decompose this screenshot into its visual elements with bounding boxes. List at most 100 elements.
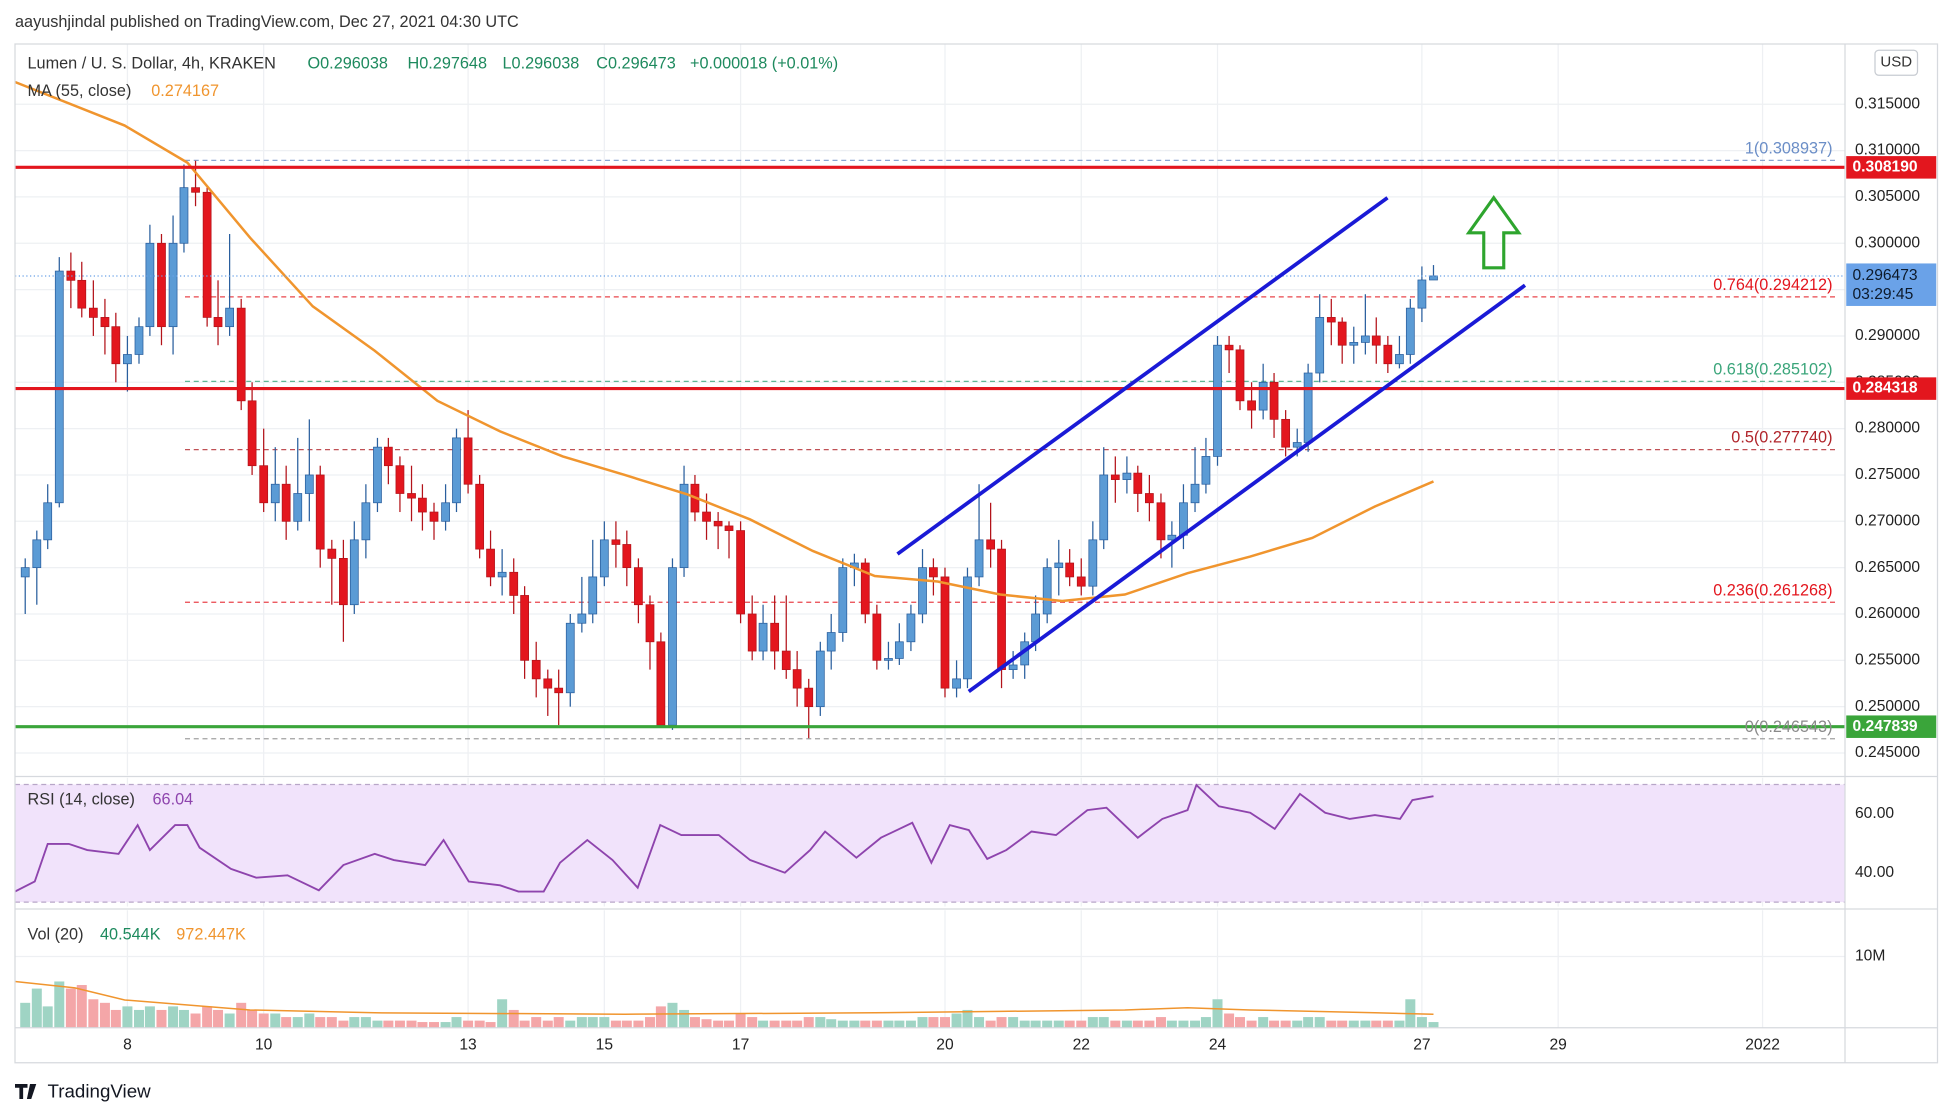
- ohlc-close: C0.296473: [596, 54, 676, 72]
- candle-body: [838, 567, 848, 633]
- volume-bar: [338, 1020, 349, 1028]
- volume-bar: [928, 1017, 939, 1028]
- candle-body: [1065, 562, 1075, 578]
- candle-body: [1383, 344, 1393, 365]
- brand-logo: [15, 1084, 37, 1099]
- candle-body: [304, 474, 314, 494]
- volume-bar: [1053, 1020, 1064, 1028]
- candle-body: [565, 622, 575, 694]
- volume-bar: [440, 1022, 451, 1028]
- volume-bar: [1019, 1020, 1030, 1028]
- volume-bar: [747, 1017, 758, 1028]
- volume-bar: [1394, 1020, 1405, 1028]
- volume-bar: [156, 1009, 167, 1028]
- volume-bar: [542, 1020, 553, 1028]
- y-tick-label: 0.250000: [1855, 698, 1920, 715]
- frame: [14, 43, 1939, 1064]
- candle-body: [770, 622, 780, 652]
- x-tick-label: 2022: [1745, 1036, 1780, 1053]
- volume-bar: [508, 1009, 519, 1028]
- candle-body: [599, 539, 609, 578]
- volume-bar: [1382, 1020, 1393, 1028]
- symbol-title: Lumen / U. S. Dollar, 4h, KRAKEN: [28, 54, 276, 72]
- volume-bar: [88, 999, 99, 1028]
- volume-bar: [168, 1006, 179, 1028]
- candle-body: [1167, 534, 1177, 541]
- ohlc-low: L0.296038: [503, 54, 580, 72]
- candle-body: [1088, 539, 1098, 587]
- candle-body: [395, 465, 405, 494]
- candle-body: [622, 544, 632, 569]
- volume-bar: [20, 1002, 31, 1028]
- currency-label[interactable]: USD: [1880, 54, 1912, 71]
- candle-body: [1360, 335, 1370, 343]
- candle-body: [884, 658, 893, 661]
- fib-label: 0.236(0.261268): [1713, 581, 1832, 599]
- candle-body: [43, 502, 53, 541]
- x-tick-label: 10: [255, 1036, 273, 1053]
- candle-body: [1110, 474, 1120, 480]
- ohlc-open: O0.296038: [308, 54, 388, 72]
- y-tick-label: 0.290000: [1855, 327, 1920, 344]
- volume-bar: [1200, 1017, 1211, 1028]
- volume-bar: [565, 1020, 576, 1028]
- volume-bar: [417, 1022, 428, 1028]
- candle-body: [826, 632, 836, 652]
- volume-bar: [1212, 999, 1223, 1028]
- candle-body: [940, 576, 950, 689]
- candle-body: [202, 191, 212, 318]
- currency-badge[interactable]: [1874, 49, 1919, 76]
- candle-body: [66, 270, 76, 281]
- volume-bar: [655, 1006, 666, 1028]
- candle-body: [1405, 307, 1415, 355]
- candle-body: [1190, 483, 1200, 504]
- volume-bar: [735, 1013, 746, 1028]
- volume-bar: [190, 1013, 201, 1028]
- candle-body: [281, 483, 291, 522]
- last-price-badge: [1846, 263, 1937, 306]
- candle-body: [543, 678, 553, 689]
- volume-ma-line: [14, 980, 1434, 1015]
- volume-bar: [803, 1017, 814, 1028]
- x-tick-label: 22: [1073, 1036, 1090, 1053]
- x-tick-label: 17: [732, 1036, 749, 1053]
- candle-body: [383, 446, 393, 467]
- candle-body: [247, 400, 257, 467]
- y-tick-label: 0.305000: [1855, 188, 1920, 205]
- y-tick-label: 0.300000: [1855, 234, 1920, 251]
- axes: [14, 43, 1939, 1064]
- y-tick-label: 0.310000: [1855, 142, 1920, 159]
- volume-bar: [996, 1017, 1007, 1028]
- up-arrow: [1465, 195, 1522, 270]
- volume-bar: [985, 1020, 996, 1028]
- candle-body: [463, 437, 473, 485]
- ma-value: 0.274167: [151, 82, 219, 100]
- volume-bar: [792, 1020, 803, 1028]
- candle-body: [929, 567, 938, 578]
- volume-bar: [939, 1017, 950, 1028]
- volume-bar: [1178, 1020, 1189, 1028]
- volume-bar: [894, 1020, 905, 1028]
- volume-bar: [781, 1020, 792, 1028]
- rsi-line: [14, 783, 1434, 893]
- candle-body: [111, 326, 121, 365]
- channel-lower: [967, 283, 1527, 694]
- labels: Lumen / U. S. Dollar, 4h, KRAKEN O0.2960…: [15, 49, 1937, 1102]
- rsi-value: 66.04: [153, 791, 194, 809]
- candle-body: [486, 548, 495, 578]
- volume-bar: [769, 1020, 780, 1028]
- candle-body: [373, 446, 382, 504]
- candle-body: [361, 502, 371, 541]
- candle-body: [1292, 442, 1302, 448]
- candle-body: [736, 530, 745, 615]
- ohlc-high: H0.297648: [408, 54, 488, 72]
- candle-body: [1303, 372, 1313, 443]
- vol-value: 40.544K: [100, 926, 161, 944]
- volume-bar: [451, 1017, 462, 1028]
- candle-body: [713, 520, 723, 527]
- y-tick-label: 0.275000: [1855, 466, 1920, 483]
- volume-bar: [1224, 1013, 1235, 1028]
- volume-bar: [962, 1009, 973, 1028]
- candle-body: [1326, 317, 1336, 323]
